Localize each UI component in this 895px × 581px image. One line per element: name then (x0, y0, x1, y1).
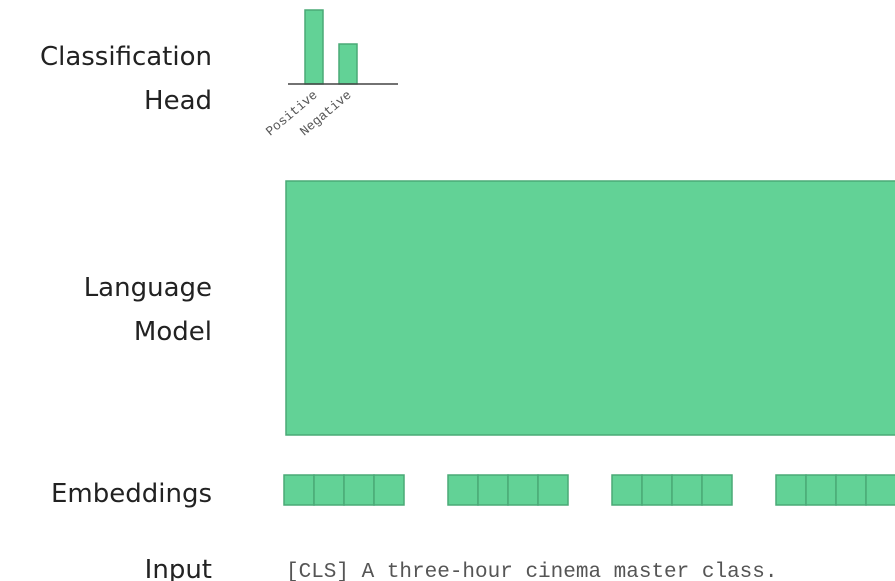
class-bar (338, 43, 358, 85)
embedding-cell (313, 474, 345, 506)
embedding-cell (537, 474, 569, 506)
embedding-cell (343, 474, 375, 506)
embeddings (283, 474, 895, 506)
layer-label: Embeddings (51, 479, 212, 509)
embedding-cell (283, 474, 315, 506)
language-model-box (285, 180, 895, 436)
embedding-cell (447, 474, 479, 506)
class-bar (304, 9, 324, 85)
embedding-cell (641, 474, 673, 506)
embedding-cell (671, 474, 703, 506)
embedding-cell (835, 474, 867, 506)
embedding-cell (507, 474, 539, 506)
layer-label: Head (144, 86, 212, 116)
layer-label: Language (84, 273, 212, 303)
embedding-cell (701, 474, 733, 506)
layer-label: Input (145, 555, 212, 581)
embedding-cell (373, 474, 405, 506)
embedding-cell (477, 474, 509, 506)
embedding-cell (865, 474, 895, 506)
embedding-cell (775, 474, 807, 506)
embedding-cell (611, 474, 643, 506)
embedding-cell (805, 474, 837, 506)
input-text: [CLS] A three-hour cinema master class. (286, 561, 777, 581)
layer-label: Classification (40, 42, 212, 72)
layer-label: Model (134, 317, 212, 347)
